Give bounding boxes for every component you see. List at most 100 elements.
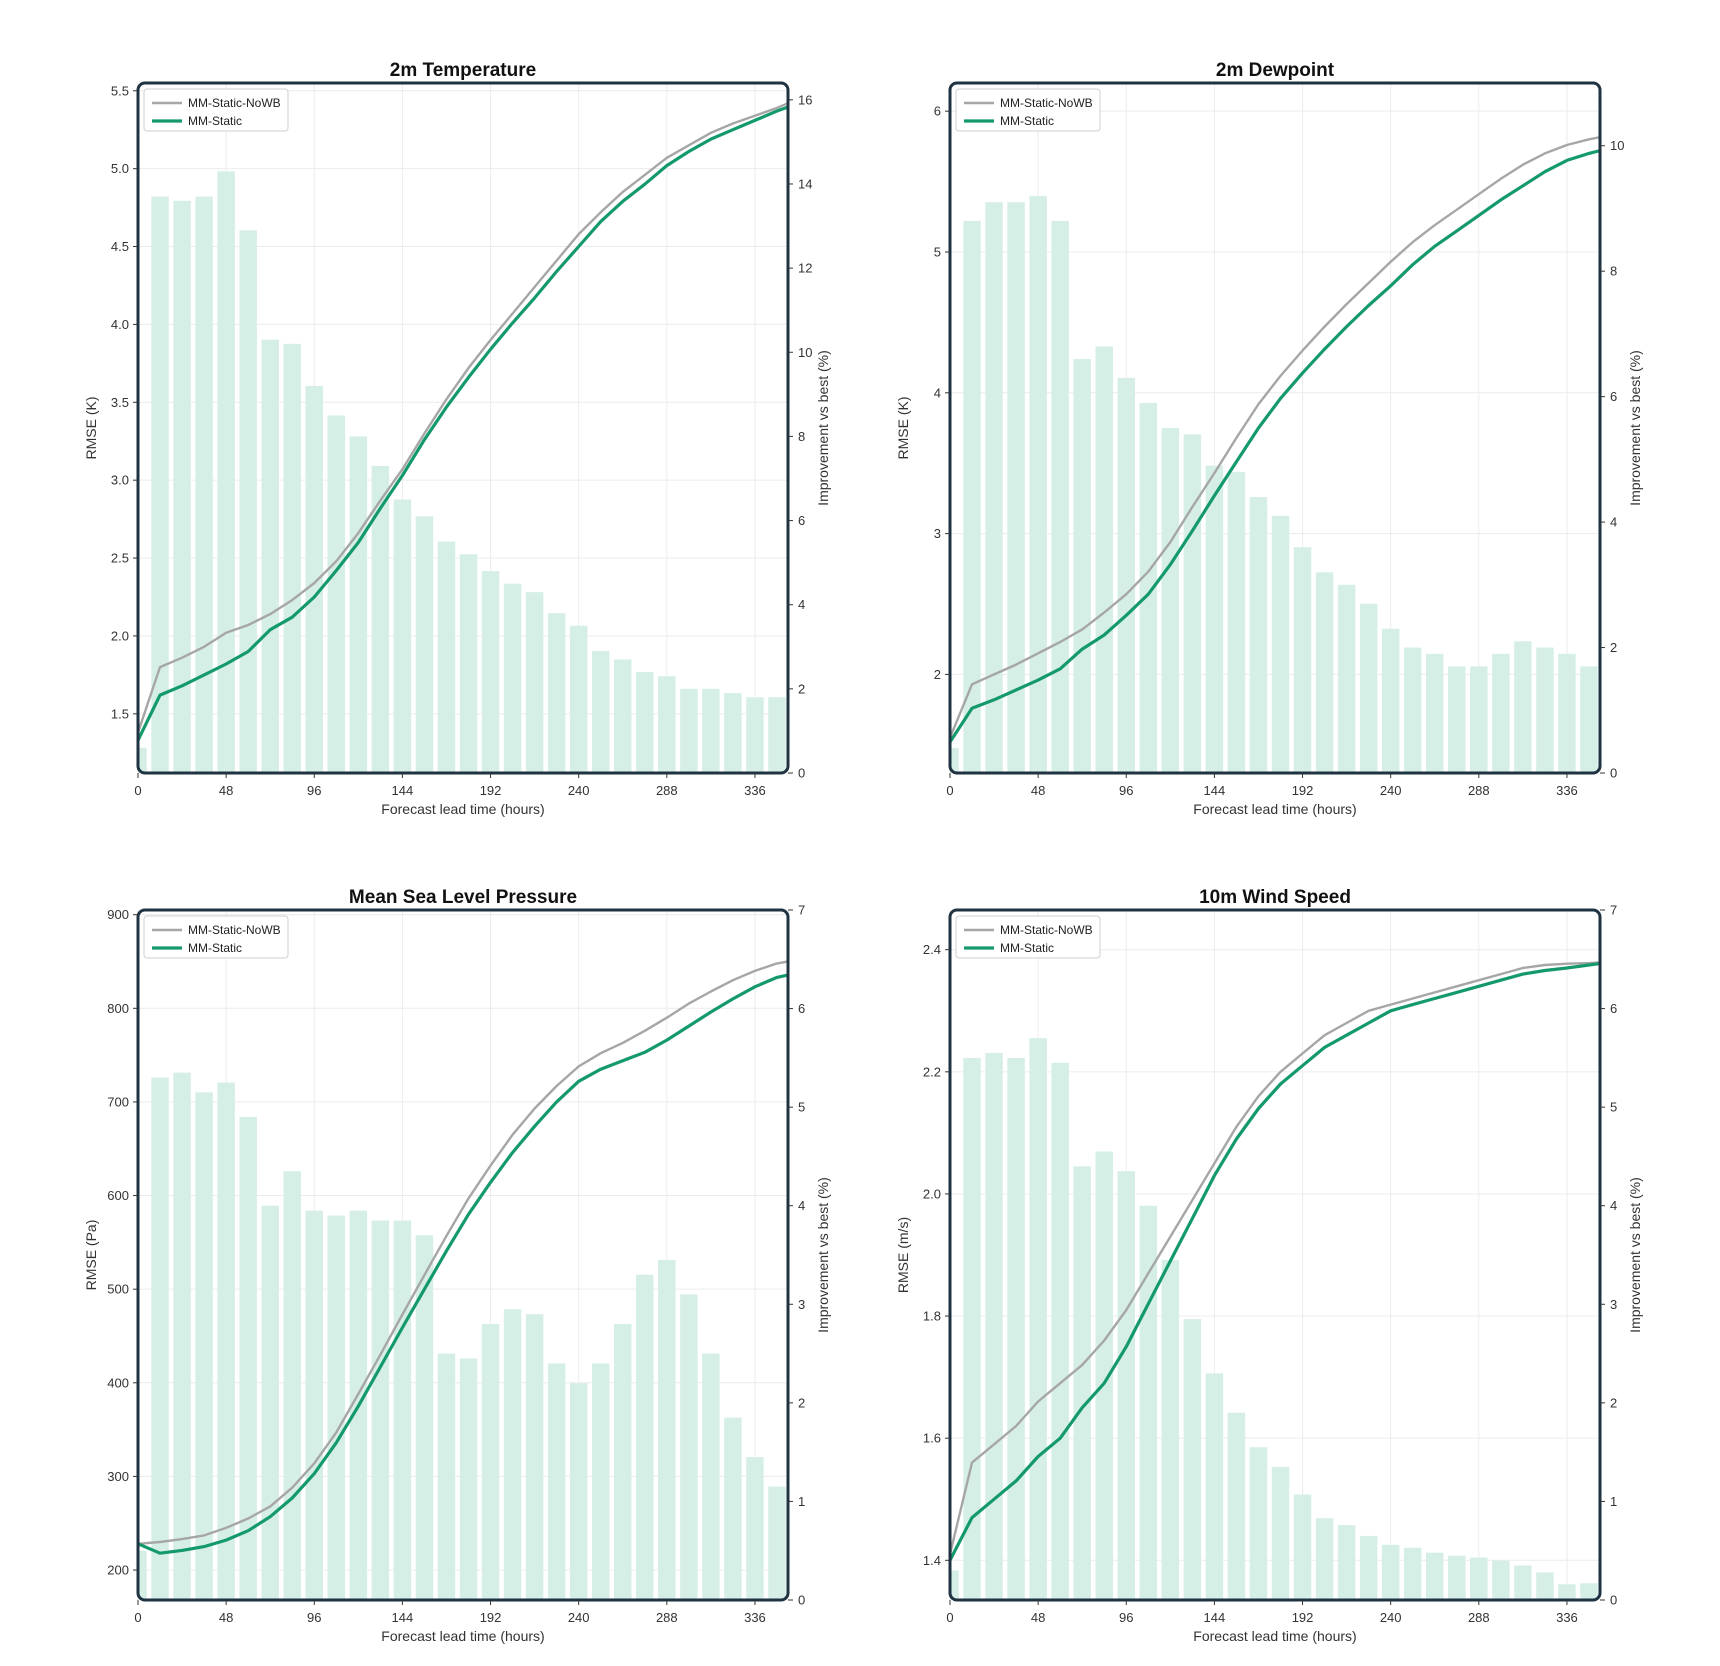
bar-group: [138, 171, 786, 773]
y-tick-label: 4: [934, 385, 941, 400]
bar-group: [950, 195, 1598, 773]
y-tick-label: 1.5: [111, 706, 129, 721]
improvement-bar: [702, 1353, 720, 1600]
improvement-bar: [569, 1383, 588, 1600]
improvement-bar: [1183, 434, 1202, 773]
y-tick-label: 2.5: [111, 551, 129, 566]
y-axis-label: RMSE (Pa): [83, 1220, 99, 1291]
improvement-bar: [261, 339, 279, 773]
series-line-0: [950, 135, 1600, 739]
improvement-bar: [1580, 1583, 1598, 1600]
y-tick-label: 6: [934, 104, 941, 119]
line-group: [138, 101, 788, 742]
improvement-bar: [1029, 1038, 1047, 1600]
legend: MM-Static-NoWB MM-Static: [955, 915, 1101, 959]
y2-tick-label: 6: [1610, 1001, 1617, 1016]
improvement-bar: [963, 1057, 981, 1600]
improvement-bar: [1051, 221, 1069, 773]
improvement-bar: [1425, 653, 1444, 773]
improvement-bar: [1536, 1572, 1554, 1600]
improvement-bar: [1536, 647, 1554, 773]
improvement-bar: [746, 697, 764, 773]
improvement-bar: [613, 659, 632, 773]
improvement-bar: [503, 1309, 522, 1600]
improvement-bar: [283, 1171, 301, 1600]
improvement-bar: [151, 1077, 169, 1600]
improvement-bar: [963, 221, 981, 773]
improvement-bar: [327, 1215, 346, 1600]
improvement-bar: [217, 1082, 235, 1600]
improvement-bar: [1139, 402, 1158, 773]
y-tick-label: 300: [107, 1469, 129, 1484]
y2-axis-label: Improvement vs best (%): [1627, 1177, 1643, 1333]
improvement-bar: [746, 1457, 764, 1600]
legend-label-0: MM-Static-NoWB: [188, 923, 281, 937]
x-tick-label: 0: [946, 1610, 953, 1625]
y2-tick-label: 4: [798, 1198, 805, 1213]
improvement-bar: [415, 1235, 434, 1600]
x-tick-label: 96: [307, 783, 321, 798]
bar-group: [950, 1038, 1598, 1600]
chart-panel-0: 0 48 96 144 192 240 288 3361.52.02.53.03.54.04.…: [83, 60, 831, 817]
y-tick-label: 4.0: [111, 317, 129, 332]
improvement-bar: [138, 1550, 147, 1600]
x-tick-label: 0: [946, 783, 953, 798]
legend-label-0: MM-Static-NoWB: [1000, 923, 1093, 937]
y-tick-label: 5: [934, 244, 941, 259]
y2-tick-label: 2: [798, 681, 805, 696]
improvement-bar: [680, 688, 698, 773]
improvement-bar: [415, 516, 434, 773]
improvement-bar: [1403, 647, 1422, 773]
x-tick-label: 48: [1031, 1610, 1045, 1625]
chart-title: Mean Sea Level Pressure: [349, 887, 577, 908]
improvement-bar: [950, 747, 959, 773]
improvement-bar: [1403, 1547, 1422, 1600]
improvement-bar: [1205, 465, 1224, 773]
line-group: [138, 960, 788, 1555]
improvement-bar: [525, 1314, 544, 1600]
improvement-bar: [1315, 572, 1334, 773]
chart-title: 2m Dewpoint: [1216, 60, 1335, 81]
improvement-bar: [985, 1052, 1003, 1600]
improvement-bar: [195, 196, 213, 773]
improvement-bar: [261, 1205, 279, 1600]
improvement-bar: [547, 1363, 566, 1600]
improvement-bar: [1271, 1466, 1290, 1600]
improvement-bar: [1293, 547, 1312, 773]
x-tick-label: 96: [1119, 783, 1133, 798]
improvement-bar: [525, 592, 544, 773]
x-tick-label: 96: [307, 1610, 321, 1625]
y-tick-label: 200: [107, 1563, 129, 1578]
improvement-bar: [1117, 377, 1136, 773]
y2-axis-label: Improvement vs best (%): [815, 1177, 831, 1333]
y-tick-label: 1.8: [923, 1309, 941, 1324]
y2-tick-label: 1: [1610, 1494, 1617, 1509]
improvement-bar: [724, 693, 742, 773]
y-tick-label: 5.5: [111, 83, 129, 98]
series-line-0: [950, 961, 1600, 1556]
x-axis-label: Forecast lead time (hours): [1193, 801, 1356, 817]
improvement-bar: [437, 541, 456, 773]
improvement-bar: [1183, 1319, 1202, 1600]
improvement-bar: [1425, 1552, 1444, 1600]
improvement-bar: [1271, 515, 1290, 773]
improvement-bar: [950, 1570, 959, 1600]
improvement-bar: [1139, 1205, 1158, 1600]
x-tick-label: 0: [134, 783, 141, 798]
y-tick-label: 3: [934, 526, 941, 541]
y-tick-label: 1.4: [923, 1553, 941, 1568]
y2-tick-label: 10: [798, 345, 812, 360]
series-line-1: [950, 148, 1600, 744]
y2-tick-label: 2: [798, 1395, 805, 1410]
y2-tick-label: 5: [798, 1100, 805, 1115]
y2-tick-label: 7: [798, 903, 805, 918]
legend-label-1: MM-Static: [1000, 941, 1054, 955]
chart-panel-3: 0 48 96 144 192 240 288 336 1.4 1.6 1.8 2.0 2.2 2.4 0 1…: [895, 887, 1643, 1644]
improvement-bar: [173, 200, 191, 773]
improvement-bar: [1095, 1151, 1113, 1600]
y2-tick-label: 4: [1610, 1198, 1617, 1213]
plot-frame: [948, 908, 1602, 1602]
improvement-bar: [1227, 1412, 1246, 1600]
improvement-bar: [481, 1324, 500, 1600]
